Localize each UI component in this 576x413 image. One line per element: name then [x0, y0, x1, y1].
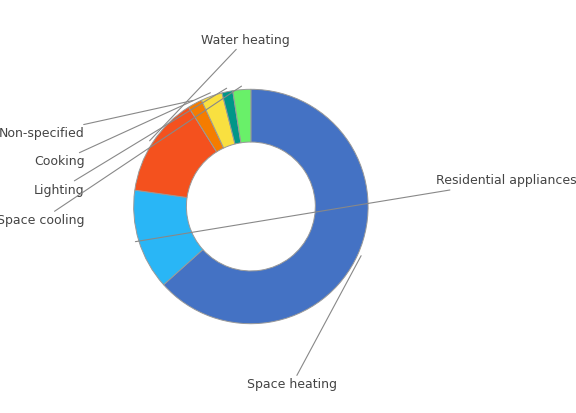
Wedge shape: [188, 100, 223, 152]
Wedge shape: [164, 89, 368, 324]
Text: Space heating: Space heating: [247, 256, 361, 391]
Wedge shape: [233, 89, 251, 143]
Text: Lighting: Lighting: [34, 88, 226, 197]
Text: Water heating: Water heating: [150, 33, 289, 141]
Wedge shape: [202, 93, 235, 148]
Text: Non-specified: Non-specified: [0, 100, 193, 140]
Text: Cooking: Cooking: [34, 93, 210, 169]
Text: Residential appliances: Residential appliances: [135, 174, 576, 242]
Wedge shape: [135, 107, 217, 197]
Text: Space cooling: Space cooling: [0, 86, 241, 227]
Wedge shape: [222, 91, 241, 144]
Wedge shape: [134, 190, 203, 285]
